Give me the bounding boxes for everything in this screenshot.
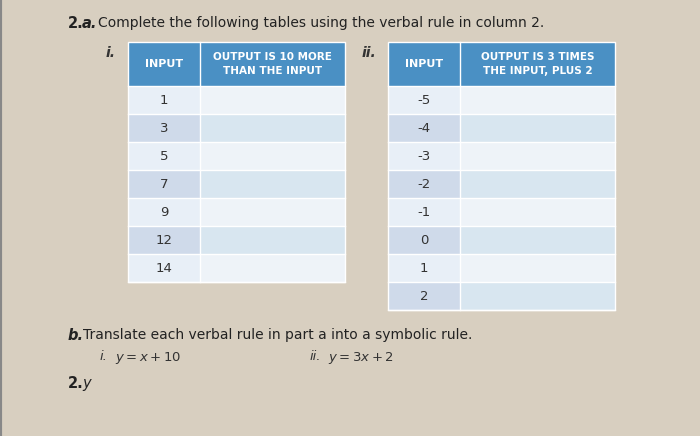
Text: OUTPUT IS 3 TIMES
THE INPUT, PLUS 2: OUTPUT IS 3 TIMES THE INPUT, PLUS 2	[481, 52, 594, 75]
Text: -3: -3	[417, 150, 430, 163]
Text: ii.: ii.	[310, 350, 321, 363]
Bar	[128, 42, 345, 282]
Bar	[128, 254, 200, 282]
Text: 1: 1	[160, 93, 168, 106]
Bar	[388, 42, 460, 86]
Bar	[460, 114, 615, 142]
Text: a.: a.	[82, 16, 97, 31]
Bar	[388, 198, 460, 226]
Bar	[460, 170, 615, 198]
Bar	[388, 226, 460, 254]
Bar	[388, 254, 460, 282]
Text: 12: 12	[155, 234, 172, 246]
Text: 2.: 2.	[68, 376, 84, 391]
Text: 5: 5	[160, 150, 168, 163]
Bar	[200, 114, 345, 142]
Bar	[200, 198, 345, 226]
Bar	[200, 142, 345, 170]
Text: $y = 3x + 2$: $y = 3x + 2$	[328, 350, 394, 366]
Bar	[460, 86, 615, 114]
Bar	[388, 114, 460, 142]
Text: 3: 3	[160, 122, 168, 134]
Bar	[388, 86, 460, 114]
Bar	[388, 142, 460, 170]
Bar	[460, 42, 615, 86]
Bar	[388, 42, 615, 310]
Text: 9: 9	[160, 205, 168, 218]
Text: Translate each verbal rule in part a into a symbolic rule.: Translate each verbal rule in part a int…	[83, 328, 473, 342]
Text: ii.: ii.	[361, 46, 376, 60]
Text: y: y	[82, 376, 90, 391]
Bar	[388, 282, 460, 310]
Text: 2: 2	[420, 290, 428, 303]
Bar	[128, 114, 200, 142]
Text: b.: b.	[68, 328, 84, 343]
Text: $y = x + 10$: $y = x + 10$	[115, 350, 181, 366]
Bar	[200, 226, 345, 254]
Bar	[388, 170, 460, 198]
Text: -4: -4	[417, 122, 430, 134]
Bar	[460, 226, 615, 254]
Bar	[128, 198, 200, 226]
Bar	[460, 254, 615, 282]
Bar	[200, 42, 345, 86]
Text: Complete the following tables using the verbal rule in column 2.: Complete the following tables using the …	[98, 16, 545, 30]
Text: i.: i.	[106, 46, 116, 60]
Text: 14: 14	[155, 262, 172, 275]
Bar	[200, 86, 345, 114]
Text: 2.: 2.	[68, 16, 84, 31]
Bar	[460, 198, 615, 226]
Bar	[128, 226, 200, 254]
Text: -5: -5	[417, 93, 430, 106]
Bar	[128, 142, 200, 170]
Bar	[460, 142, 615, 170]
Text: INPUT: INPUT	[145, 59, 183, 69]
Text: -2: -2	[417, 177, 430, 191]
Text: 7: 7	[160, 177, 168, 191]
Text: INPUT: INPUT	[405, 59, 443, 69]
Bar	[200, 170, 345, 198]
Text: OUTPUT IS 10 MORE
THAN THE INPUT: OUTPUT IS 10 MORE THAN THE INPUT	[213, 52, 332, 75]
Bar	[128, 42, 200, 86]
Bar	[128, 86, 200, 114]
Text: 1: 1	[420, 262, 428, 275]
Bar	[200, 254, 345, 282]
Text: i.: i.	[100, 350, 108, 363]
Bar	[460, 282, 615, 310]
Text: 0: 0	[420, 234, 428, 246]
Bar	[128, 170, 200, 198]
Text: -1: -1	[417, 205, 430, 218]
